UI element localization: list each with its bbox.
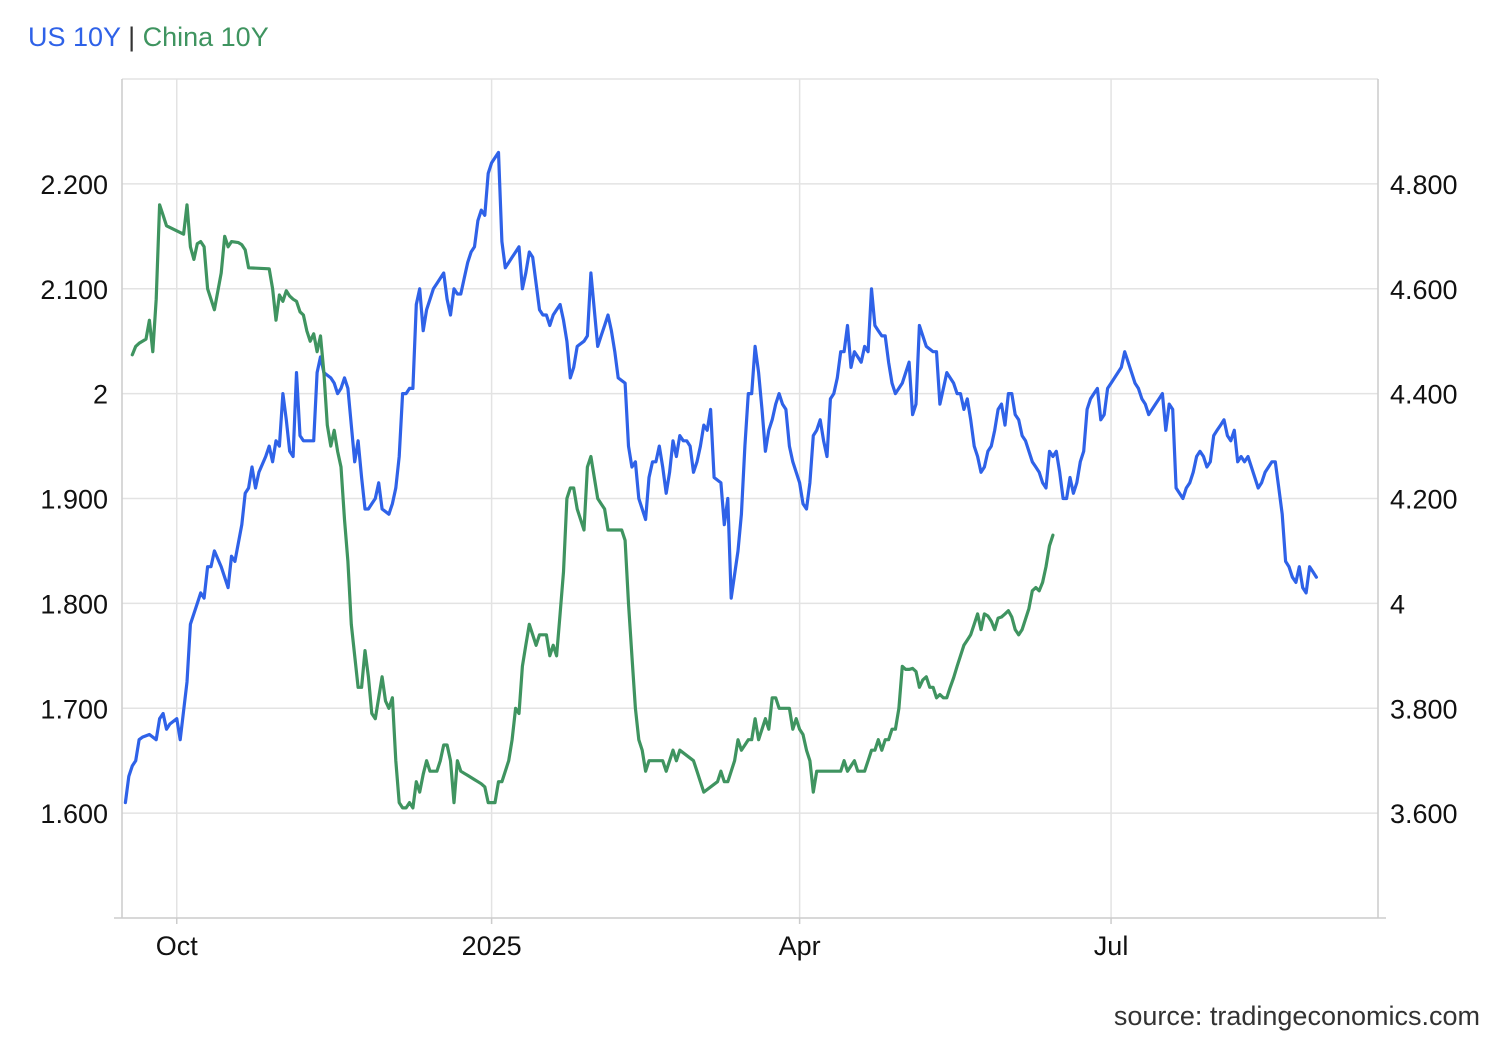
us-10y-series-line[interactable] [123,150,1318,805]
china-10y-series-line[interactable] [130,203,1055,810]
label-layer: 2.200 2.100 2 1.900 1.800 1.700 1.600 4.800 4.60… [40,170,1457,961]
y-left-tick-label: 2 [93,380,108,410]
x-tick-label: Oct [156,931,199,961]
chart-legend: US 10Y | China 10Y [28,22,269,53]
legend-china-10y[interactable]: China 10Y [142,22,269,52]
x-tick-label: Jul [1094,931,1129,961]
series-layer [123,150,1318,810]
source-credit[interactable]: source: tradingeconomics.com [1113,1001,1480,1031]
y-right-tick-label: 4.600 [1390,275,1458,305]
y-right-tick-label: 3.800 [1390,694,1458,724]
yield-chart: 2.200 2.100 2 1.900 1.800 1.700 1.600 4.800 4.60… [40,78,1458,961]
y-right-tick-label: 3.600 [1390,799,1458,829]
x-tick-label: 2025 [462,931,522,961]
legend-us-10y[interactable]: US 10Y [28,22,121,52]
axis-layer [114,79,1386,924]
y-right-tick-label: 4.800 [1390,170,1458,200]
y-right-tick-label: 4 [1390,589,1405,619]
y-left-tick-label: 2.200 [40,170,108,200]
x-tick-label: Apr [779,931,821,961]
y-left-tick-label: 1.600 [40,799,108,829]
y-left-tick-label: 1.700 [40,694,108,724]
y-right-tick-label: 4.200 [1390,485,1458,515]
y-right-tick-label: 4.400 [1390,380,1458,410]
legend-separator: | [128,22,136,52]
y-left-tick-label: 1.800 [40,589,108,619]
y-left-tick-label: 1.900 [40,485,108,515]
grid-layer [122,78,1378,918]
y-left-tick-label: 2.100 [40,275,108,305]
